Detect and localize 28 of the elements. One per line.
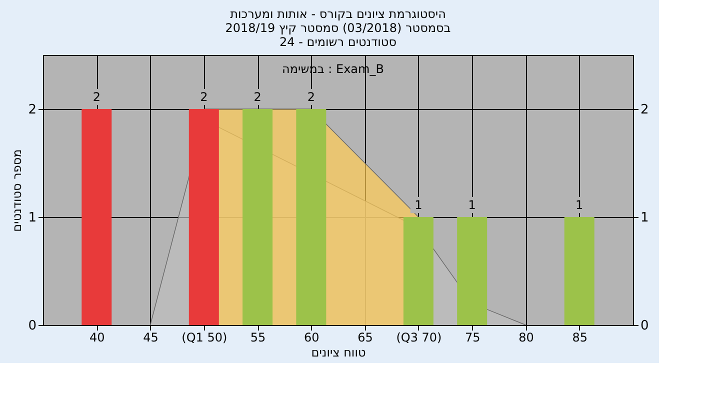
data-label: 1 — [414, 198, 422, 212]
y-tick-label: 0 — [28, 318, 36, 334]
y2-tick-label: 0 — [640, 318, 649, 334]
y2-tick-label: 2 — [640, 102, 649, 118]
x-tick-label: 80 — [518, 330, 534, 344]
x-tick-label: (Q1 50) — [182, 330, 228, 344]
data-label: 2 — [254, 90, 262, 104]
data-label: 2 — [307, 90, 315, 104]
data-label: 1 — [576, 198, 584, 212]
y-tick-label: 1 — [28, 210, 36, 226]
x-tick-label: 55 — [250, 330, 266, 344]
y-tick-label: 2 — [28, 102, 36, 118]
x-tick-label: 65 — [358, 330, 373, 344]
y2-tick-label: 1 — [640, 210, 649, 226]
y-axis-title: מספר סטודנטים — [10, 149, 24, 232]
data-label: 1 — [468, 198, 476, 212]
x-tick-label: (Q3 70) — [396, 330, 442, 344]
text: סטודנטים רשומים - 24 — [279, 35, 397, 49]
data-label: 2 — [200, 90, 208, 104]
x-axis-title: טווח ציונים — [311, 346, 366, 360]
x-tick-label: 45 — [143, 330, 158, 344]
x-tick-label: 75 — [464, 330, 480, 344]
x-tick-label: 85 — [572, 330, 588, 344]
text: בסמסטר (03/2018) סמסטר קיץ 2018/19 — [225, 21, 451, 35]
text: היסטוגרמת ציונים בקורס - אותות ומערכות — [230, 7, 446, 21]
x-tick-label: 40 — [89, 330, 105, 344]
data-label: 2 — [92, 90, 100, 104]
x-tick-label: 60 — [304, 330, 320, 344]
